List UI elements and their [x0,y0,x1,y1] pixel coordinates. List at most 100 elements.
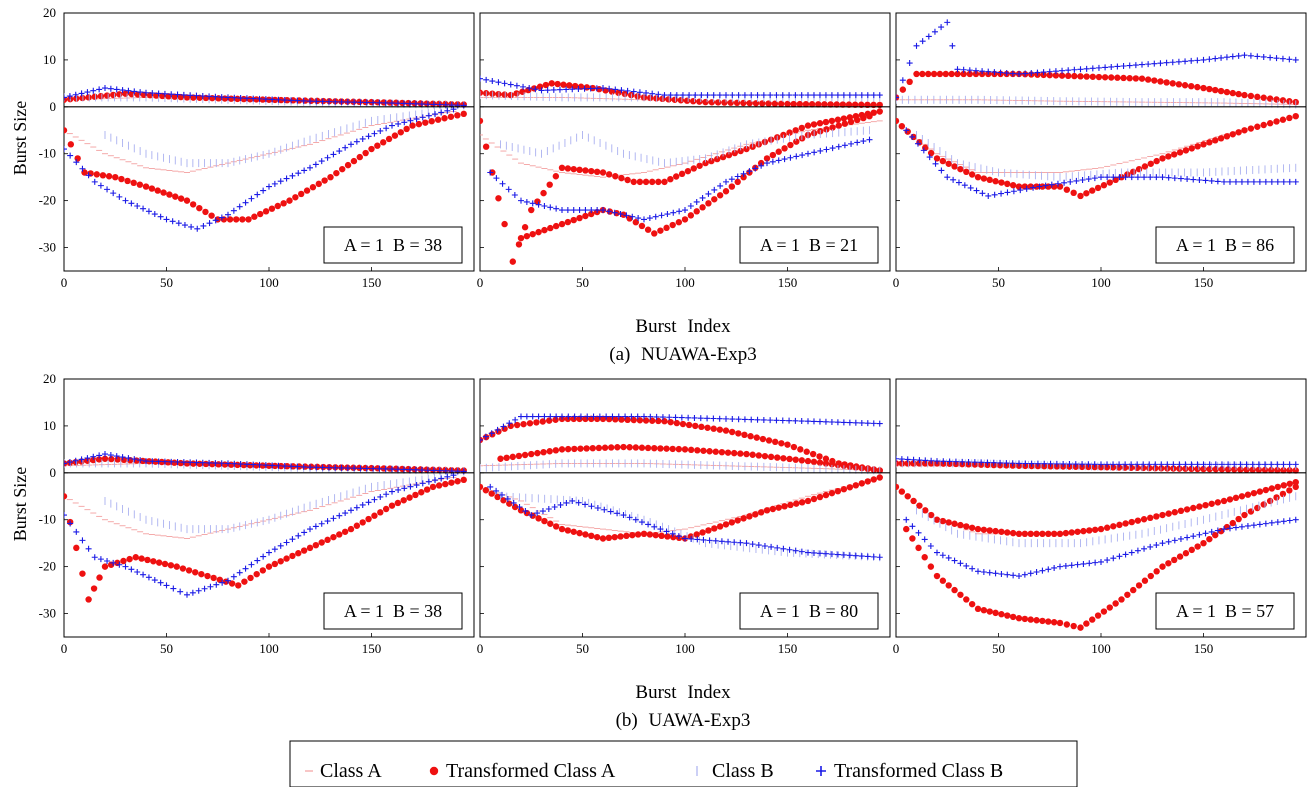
point [926,154,933,161]
point [925,33,932,40]
point [840,551,847,558]
point [599,415,607,423]
point [594,505,601,511]
point [564,165,572,172]
point [864,420,871,427]
point [1068,529,1075,536]
x-tick-label: 50 [576,275,589,290]
point [980,526,988,533]
point [1273,96,1280,103]
point [171,459,178,466]
point [767,417,774,424]
point [325,98,332,105]
point [269,96,276,103]
point [97,556,104,563]
point [521,224,529,231]
point [570,216,577,224]
point [1045,566,1052,573]
point [73,528,80,535]
point [389,488,395,495]
annotation-label: A = 1 B = 21 [760,235,858,255]
point [313,98,320,105]
point [1100,608,1108,615]
point [250,95,257,102]
point [164,459,172,466]
point [277,558,284,565]
point [406,494,413,501]
point [1063,186,1071,193]
point [986,569,993,576]
point [723,92,729,99]
y-tick-label: -10 [39,146,56,161]
point [749,451,756,458]
point [1165,538,1172,545]
point [1286,517,1293,524]
point [1153,568,1160,575]
point [565,413,572,420]
point [442,480,449,488]
point [401,119,408,126]
point [927,542,934,549]
point [1134,174,1141,181]
point [1102,64,1109,71]
point [778,440,785,447]
point [1009,182,1017,189]
point [480,436,483,443]
point [1085,461,1092,468]
point [1232,524,1239,531]
point [1058,72,1066,79]
point [951,520,958,527]
point [733,99,741,107]
point [96,86,103,93]
point [500,423,507,430]
point [682,535,688,542]
point [1071,66,1078,73]
point [309,184,317,191]
point [339,165,346,173]
point [638,444,646,451]
point [712,448,719,455]
point [790,100,797,108]
series-transformed-class-b [480,413,883,561]
point [1190,533,1197,540]
point [1206,139,1213,146]
point [697,415,704,422]
point [209,460,216,468]
point [605,208,612,215]
point [236,569,243,576]
point [1098,461,1104,468]
point [1244,178,1251,185]
point [544,87,551,94]
point [669,530,676,537]
point [131,456,138,463]
point [718,448,726,456]
point [787,501,794,509]
point [899,77,906,84]
point [588,532,595,540]
point [898,456,905,463]
point [823,126,830,133]
point [1147,160,1154,167]
point [1108,63,1115,70]
point [506,420,513,427]
point [540,448,547,456]
point [1074,561,1081,568]
point [1110,174,1117,181]
point [406,100,413,107]
point [254,557,261,564]
point [860,138,867,145]
point [96,452,103,459]
point [1176,149,1184,156]
point [1250,489,1258,497]
point [248,561,255,568]
point [163,582,170,589]
point [734,173,741,180]
point [594,207,601,214]
point [1153,157,1160,165]
point [681,446,689,453]
point [1249,466,1256,474]
point [1110,555,1117,562]
point [526,420,534,427]
point [931,28,938,35]
